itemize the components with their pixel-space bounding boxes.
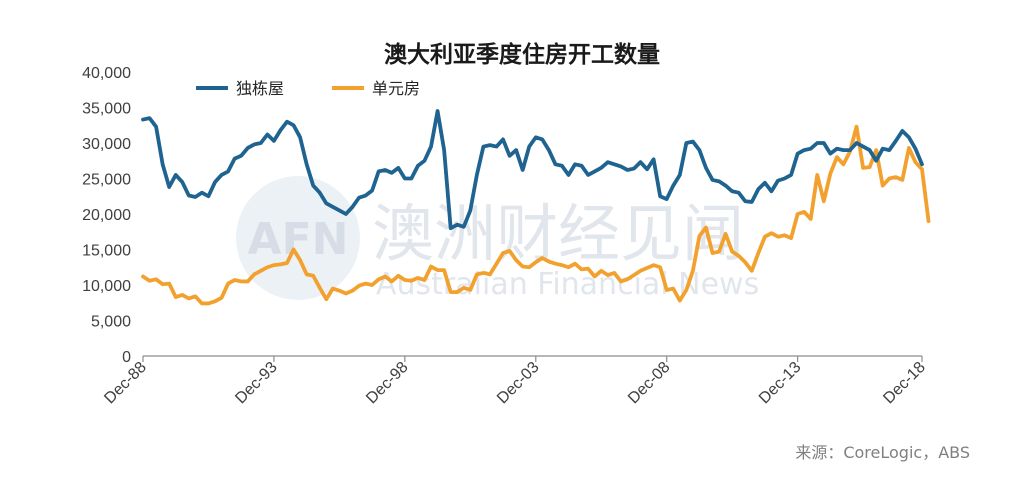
y-tick-label: 35,000 bbox=[82, 101, 131, 118]
y-tick-label: 25,000 bbox=[82, 172, 131, 189]
y-tick-label: 30,000 bbox=[82, 136, 131, 153]
y-tick-label: 40,000 bbox=[82, 65, 131, 82]
legend-item-detached: 独栋屋 bbox=[196, 79, 284, 98]
x-tick-label: Dec-88 bbox=[101, 359, 150, 408]
y-tick-label: 10,000 bbox=[82, 278, 131, 295]
x-tick-label: Dec-03 bbox=[494, 359, 543, 408]
x-axis: Dec-88 Dec-93 Dec-98 Dec-03 Dec-08 Dec-13 Dec-… bbox=[101, 356, 929, 407]
legend-label-apartment: 单元房 bbox=[372, 79, 420, 98]
x-tick-label: Dec-18 bbox=[880, 359, 929, 408]
chart-title: 澳大利亚季度住房开工数量 bbox=[384, 41, 660, 68]
series-group bbox=[141, 109, 931, 306]
series-line-0 bbox=[141, 109, 924, 231]
y-tick-label: 20,000 bbox=[82, 207, 131, 224]
legend-item-apartment: 单元房 bbox=[332, 79, 420, 98]
watermark: AFN 澳洲财经见闻 Australian Financial News bbox=[236, 176, 759, 302]
y-tick-label: 5,000 bbox=[91, 314, 131, 331]
y-tick-label: 15,000 bbox=[82, 243, 131, 260]
x-tick-label: Dec-98 bbox=[363, 359, 412, 408]
x-tick-label: Dec-13 bbox=[756, 359, 805, 408]
legend: 独栋屋 单元房 bbox=[196, 79, 420, 98]
watermark-cn-text: 澳洲财经见闻 bbox=[372, 197, 744, 270]
legend-label-detached: 独栋屋 bbox=[236, 79, 284, 98]
y-axis: 0 5,000 10,000 15,000 20,000 25,000 30,000 35,0… bbox=[82, 65, 131, 366]
series-line-1 bbox=[141, 124, 931, 306]
watermark-en-text: Australian Financial News bbox=[376, 267, 759, 302]
source-note: 来源：CoreLogic，ABS bbox=[795, 443, 970, 462]
y-tick-label: 0 bbox=[122, 349, 131, 366]
x-tick-label: Dec-93 bbox=[232, 359, 281, 408]
x-tick-label: Dec-08 bbox=[625, 359, 674, 408]
